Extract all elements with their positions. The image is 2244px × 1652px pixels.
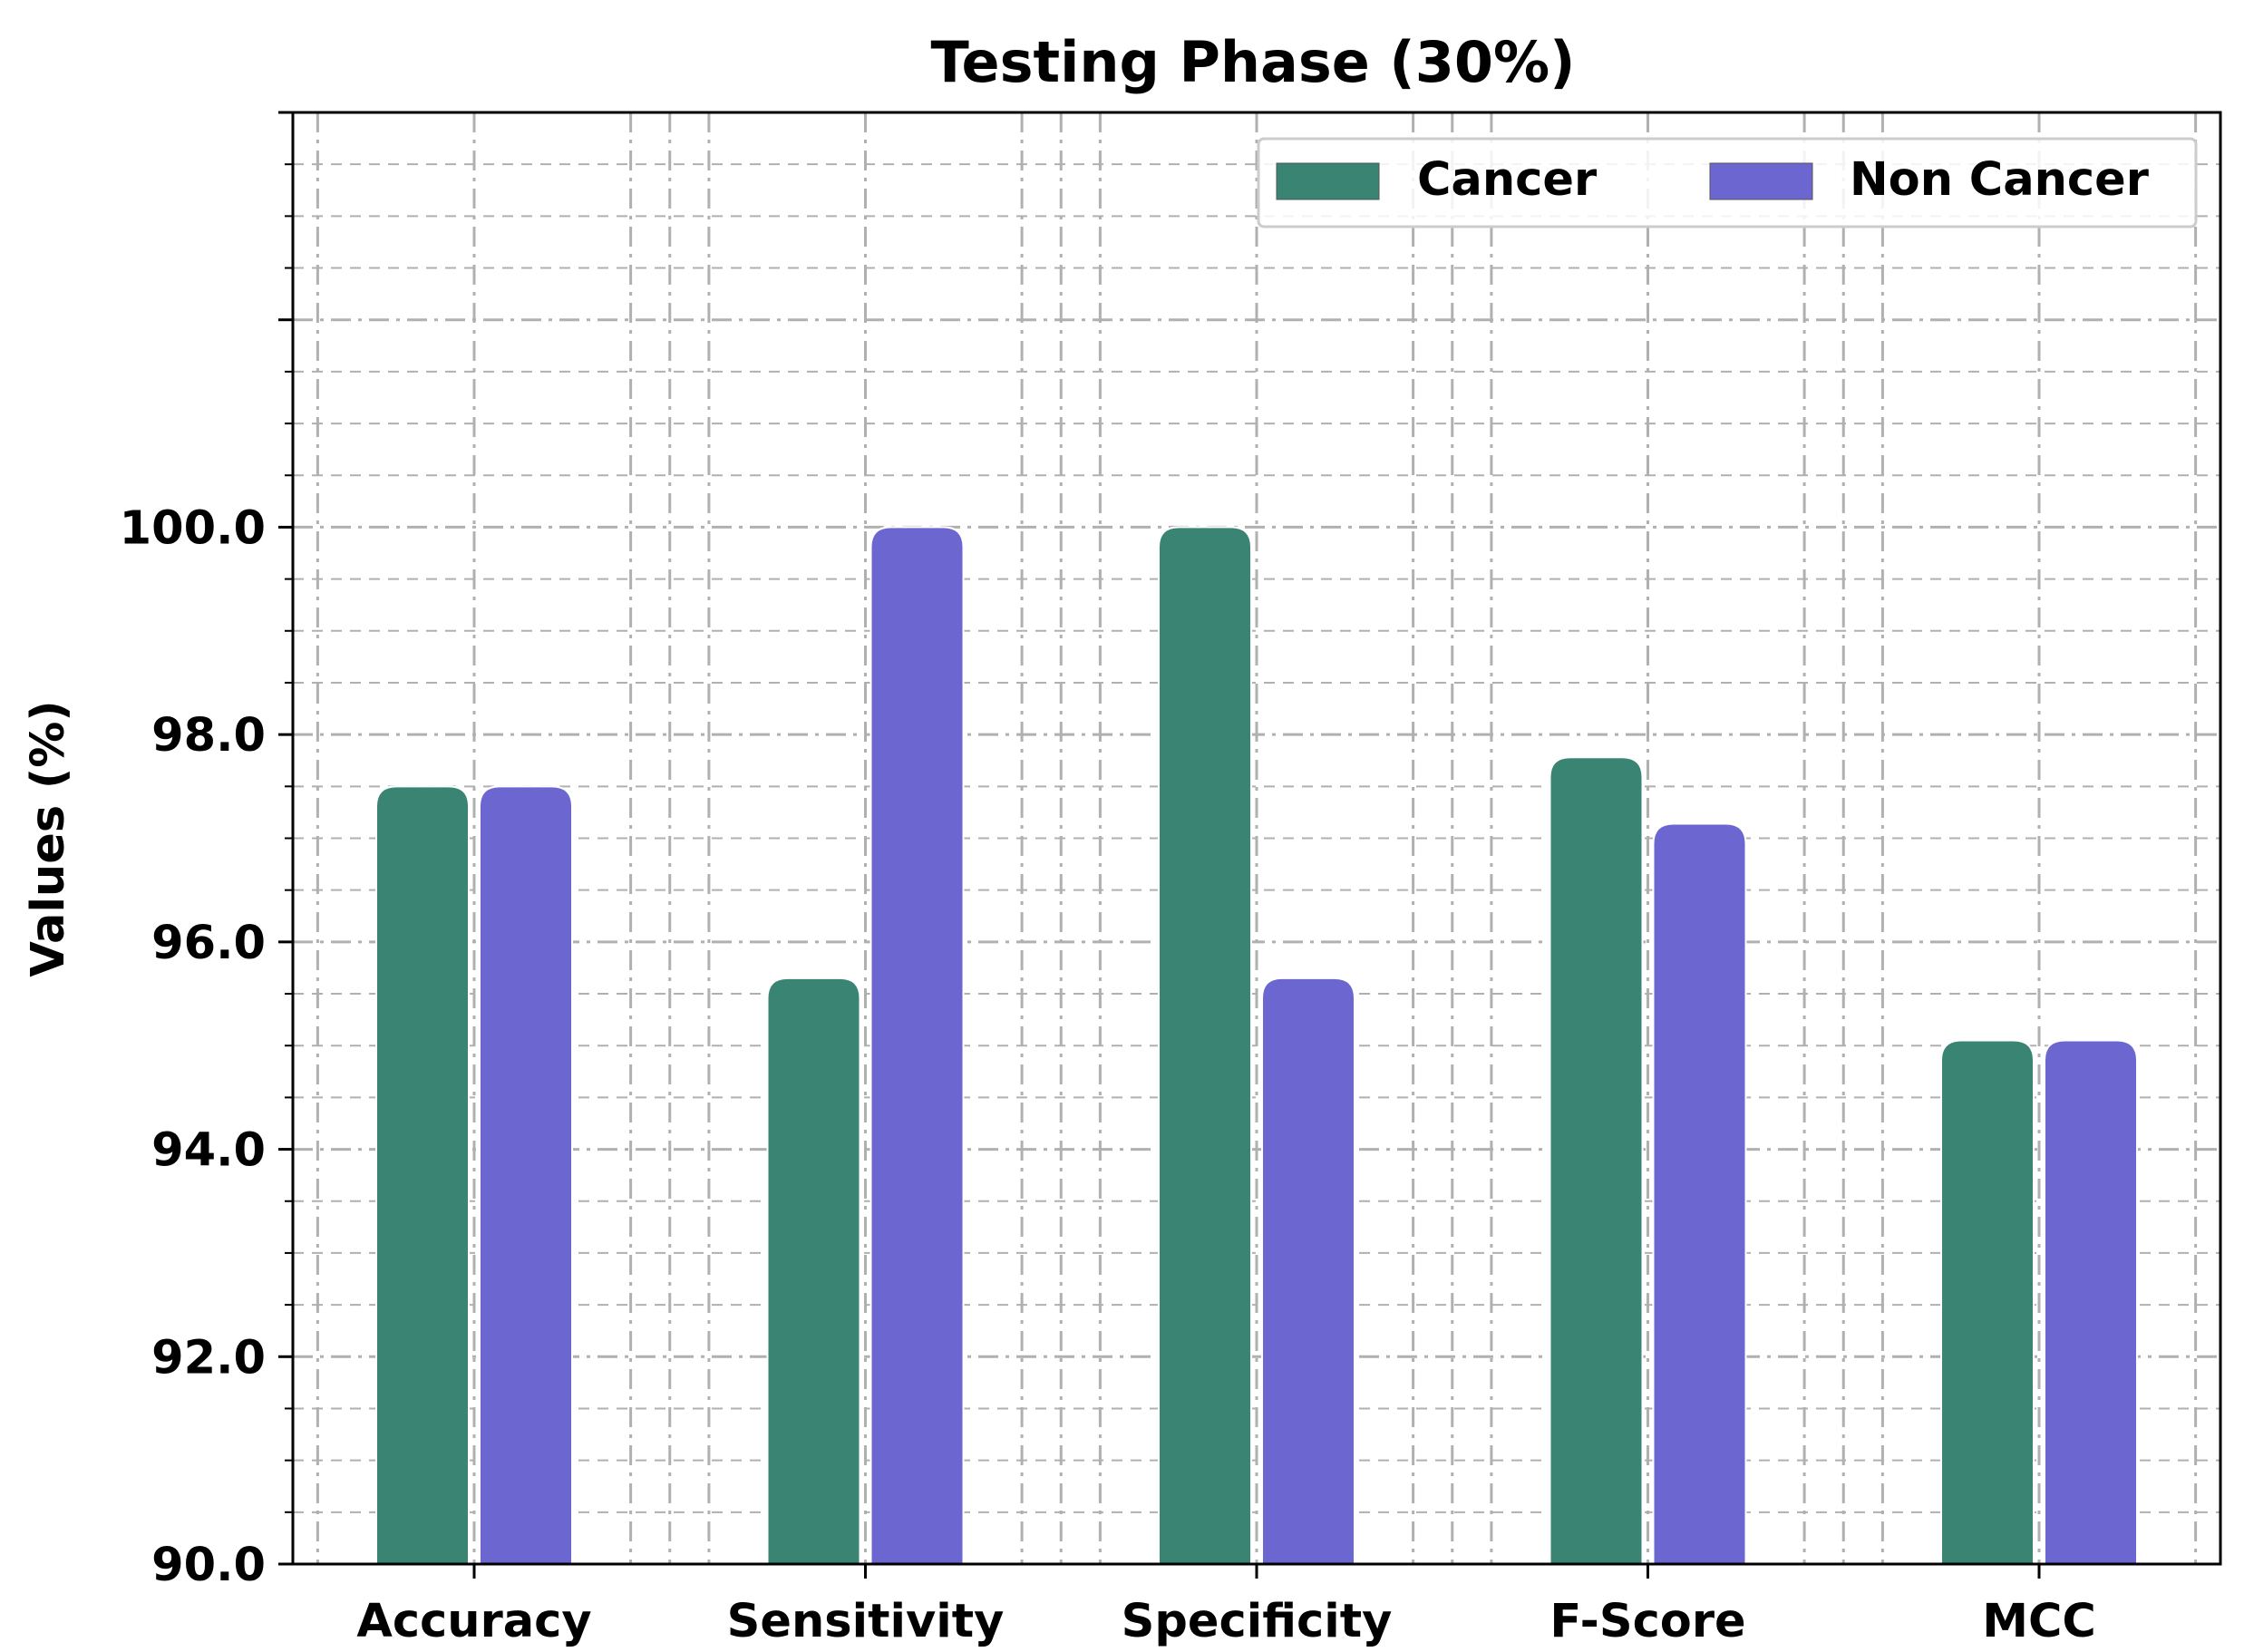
x-tick-label-accuracy: Accuracy [356, 1595, 591, 1648]
y-axis-label: Values (%) [22, 700, 75, 977]
y-tick-label: 98.0 [151, 709, 266, 763]
y-tick-label: 94.0 [151, 1124, 266, 1178]
bar-non-cancer-specificity [1261, 977, 1355, 1565]
legend-swatch-non-cancer [1709, 162, 1813, 200]
bar-non-cancer-sensitivity [869, 526, 965, 1565]
y-tick-label: 96.0 [151, 917, 266, 970]
bar-non-cancer-f-score [1652, 822, 1747, 1565]
bar-cancer-f-score [1549, 756, 1644, 1565]
bar-cancer-mcc [1940, 1039, 2035, 1565]
x-tick-label-sensitivity: Sensitivity [727, 1595, 1005, 1648]
bar-cancer-specificity [1158, 526, 1252, 1565]
legend-label-cancer: Cancer [1417, 153, 1597, 207]
bars [375, 526, 2138, 1565]
legend-swatch-cancer [1276, 162, 1380, 200]
grid [293, 112, 2220, 1564]
legend: Cancer Non Cancer [1257, 137, 2198, 228]
y-axis: 90.0 92.0 94.0 96.0 98.0 100.0 [120, 111, 293, 1592]
chart-title: Testing Phase (30%) [930, 29, 1575, 95]
y-tick-label: 90.0 [151, 1539, 266, 1592]
y-tick-label: 92.0 [151, 1331, 266, 1385]
bar-non-cancer-mcc [2044, 1039, 2138, 1565]
x-axis: Accuracy Sensitivity Specificity F-Score MCC [356, 1564, 2096, 1648]
bar-cancer-sensitivity [766, 977, 861, 1565]
x-tick-label-mcc: MCC [1982, 1595, 2096, 1648]
y-tick-label: 100.0 [120, 501, 266, 555]
bar-non-cancer-accuracy [479, 785, 573, 1565]
legend-label-non-cancer: Non Cancer [1850, 153, 2149, 207]
x-tick-label-specificity: Specificity [1122, 1595, 1393, 1648]
x-tick-label-f-score: F-Score [1549, 1595, 1745, 1648]
bar-cancer-accuracy [375, 785, 470, 1565]
